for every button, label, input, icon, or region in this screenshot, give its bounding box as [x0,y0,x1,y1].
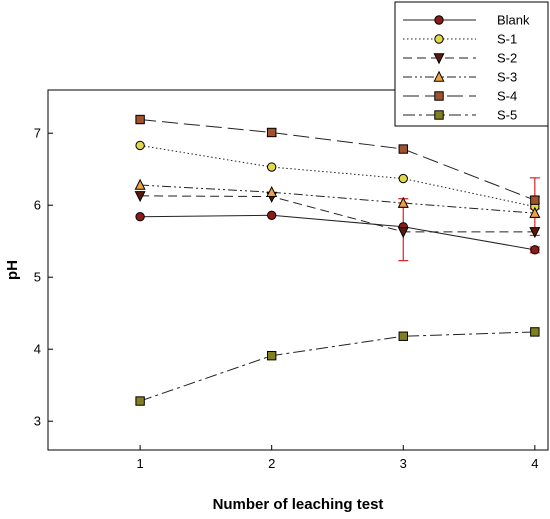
legend-label-S-2: S-2 [497,51,517,66]
legend-marker-Blank [434,15,444,25]
data-point-S-2 [529,227,541,239]
x-axis-title: Number of leaching test [213,496,384,513]
data-point-S-4 [530,195,540,205]
x-tick-label: 3 [400,456,407,471]
series-line-S-3 [140,184,535,214]
data-point-S-1 [398,173,408,184]
legend-marker-S-5 [434,110,444,120]
data-point-S-2 [397,227,409,239]
legend-label-S-4: S-4 [497,89,517,104]
legend-marker-S-2 [433,53,445,65]
data-point-S-2 [134,191,146,203]
y-tick-label: 3 [34,414,41,429]
series-line-S-1 [140,144,535,208]
legend: Blank S-1 S-2 S-3 S-4 S-5 [394,1,549,127]
data-point-S-5 [135,396,145,406]
legend-label-S-1: S-1 [497,32,517,47]
legend-label-S-3: S-3 [497,70,517,85]
legend-marker-S-4 [434,91,444,101]
series-line-S-2 [140,195,535,233]
x-tick-label: 4 [531,456,538,471]
data-point-S-5 [530,327,540,337]
y-tick-label: 6 [34,198,41,213]
series-line-S-4 [140,119,536,201]
data-point-S-3 [529,206,541,218]
data-point-S-4 [398,144,408,154]
legend-marker-S-3 [433,70,445,82]
data-point-Blank [530,245,540,255]
legend-marker-S-1 [434,34,444,44]
data-point-S-5 [398,331,408,341]
legend-box [394,1,549,127]
series-lines [139,119,536,402]
x-tick-label: 1 [136,456,143,471]
data-point-S-1 [135,140,145,151]
data-point-Blank [266,210,277,220]
series-line-S-5 [139,331,535,402]
series-line-Blank [140,214,535,251]
y-tick-label: 4 [34,342,41,357]
data-point-Blank [135,212,145,222]
plot-frame [47,89,549,451]
data-point-S-3 [397,196,409,208]
data-point-S-4 [135,114,145,125]
x-tick-label: 2 [268,456,275,471]
axis-ticks: 1 2 3 4 3 4 5 6 7 [34,126,539,471]
series-markers [134,114,541,406]
legend-label-S-5: S-5 [497,108,517,123]
y-tick-label: 7 [34,126,41,141]
legend-label-Blank: Blank [497,13,530,28]
data-point-S-5 [266,350,277,361]
data-point-S-3 [266,185,278,197]
data-point-S-4 [266,127,277,138]
data-point-S-3 [134,178,146,190]
y-tick-label: 5 [34,270,41,285]
data-point-S-1 [266,162,277,172]
y-axis-title: pH [4,260,21,280]
